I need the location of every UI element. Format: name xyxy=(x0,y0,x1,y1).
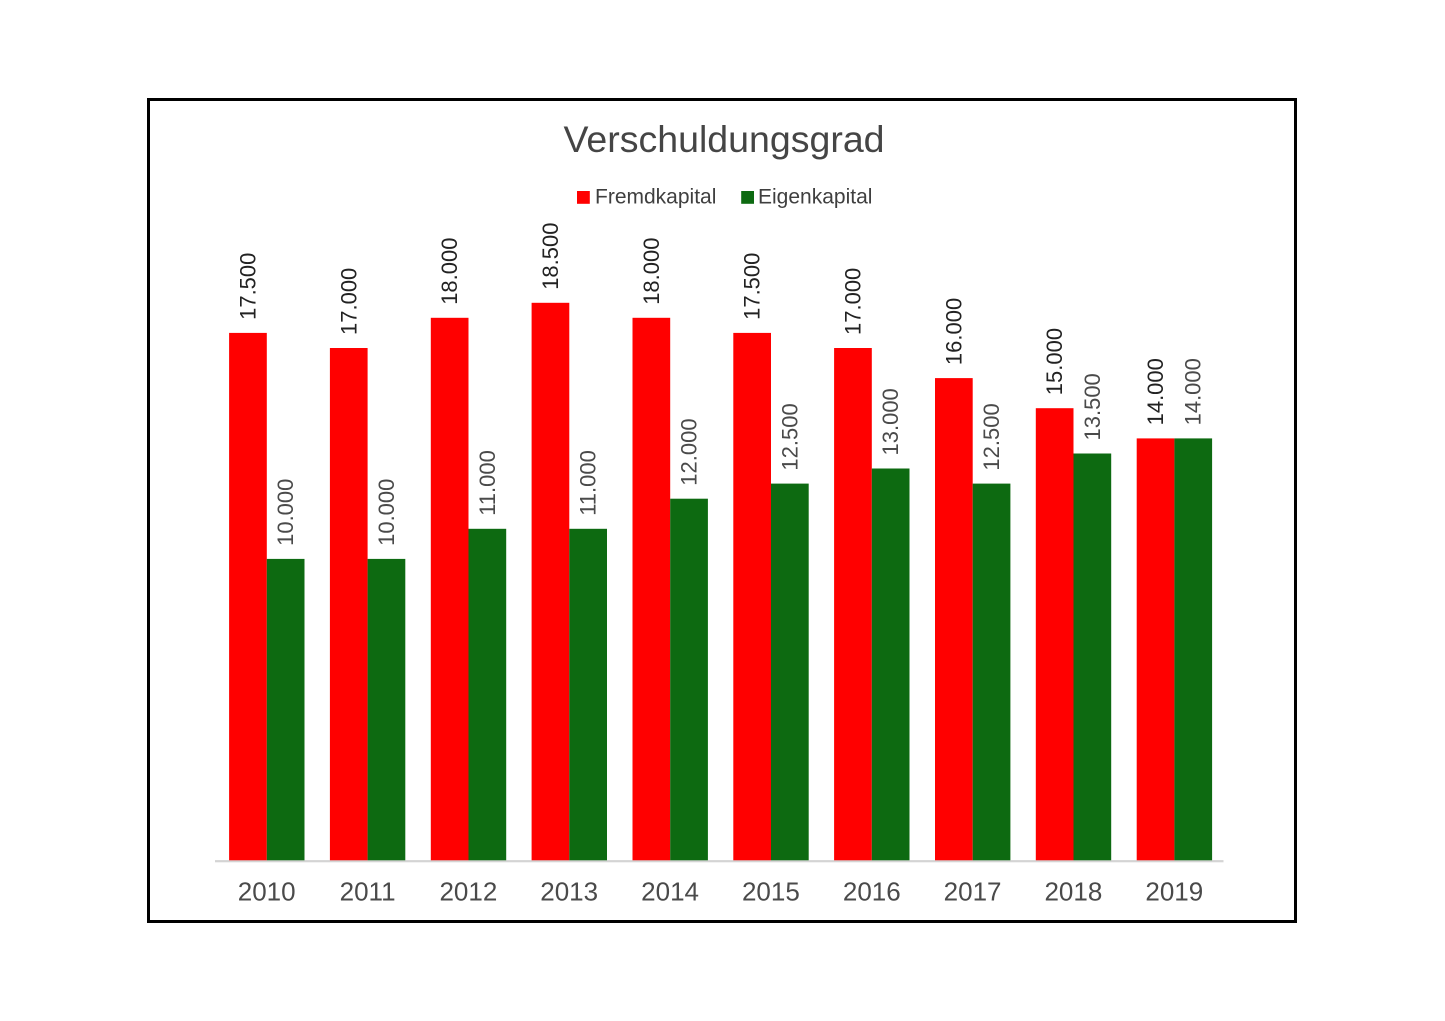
svg-text:Verschuldungsgrad: Verschuldungsgrad xyxy=(563,118,884,160)
svg-text:2013: 2013 xyxy=(540,877,598,907)
svg-text:2015: 2015 xyxy=(742,877,800,907)
svg-text:2018: 2018 xyxy=(1044,877,1102,907)
svg-text:17.000: 17.000 xyxy=(336,268,361,335)
svg-text:2019: 2019 xyxy=(1145,877,1203,907)
svg-text:17.000: 17.000 xyxy=(841,268,866,335)
svg-text:14.000: 14.000 xyxy=(1143,358,1168,425)
svg-text:Fremdkapital: Fremdkapital xyxy=(595,185,716,208)
svg-text:14.000: 14.000 xyxy=(1181,358,1206,425)
svg-text:15.000: 15.000 xyxy=(1042,328,1067,395)
svg-text:2012: 2012 xyxy=(439,877,497,907)
svg-text:11.000: 11.000 xyxy=(475,450,500,516)
svg-text:2017: 2017 xyxy=(944,877,1002,907)
svg-text:10.000: 10.000 xyxy=(374,479,399,546)
svg-text:16.000: 16.000 xyxy=(941,298,966,365)
svg-text:12.500: 12.500 xyxy=(777,403,802,470)
svg-text:13.000: 13.000 xyxy=(878,388,903,455)
svg-text:18.500: 18.500 xyxy=(538,223,563,290)
svg-text:18.000: 18.000 xyxy=(639,238,664,305)
svg-text:2014: 2014 xyxy=(641,877,699,907)
svg-text:17.500: 17.500 xyxy=(236,253,261,320)
svg-text:18.000: 18.000 xyxy=(437,238,462,305)
svg-text:12.000: 12.000 xyxy=(677,418,702,485)
svg-text:2011: 2011 xyxy=(340,877,396,907)
svg-text:12.500: 12.500 xyxy=(979,403,1004,470)
svg-text:13.500: 13.500 xyxy=(1080,373,1105,440)
svg-text:2010: 2010 xyxy=(238,877,296,907)
svg-text:Eigenkapital: Eigenkapital xyxy=(758,185,872,208)
svg-text:17.500: 17.500 xyxy=(740,253,765,320)
svg-text:2016: 2016 xyxy=(843,877,901,907)
svg-text:10.000: 10.000 xyxy=(273,479,298,546)
svg-text:11.000: 11.000 xyxy=(576,450,601,516)
